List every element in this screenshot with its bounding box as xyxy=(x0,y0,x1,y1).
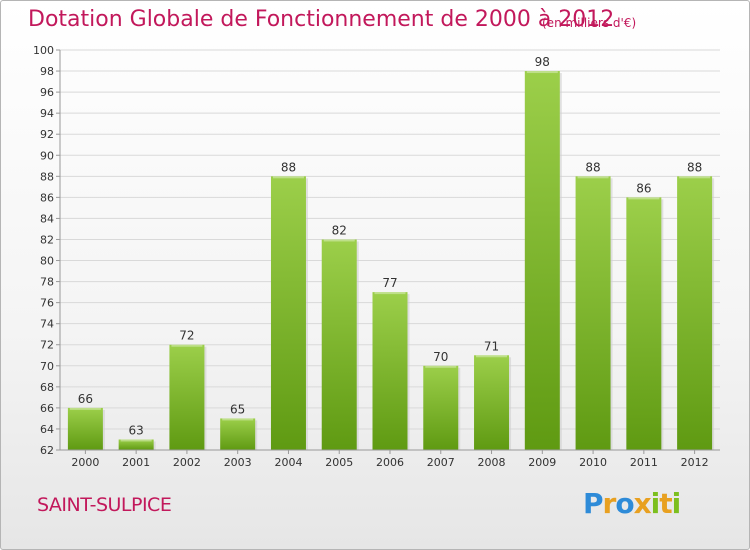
unit-note: (en milliers d'€) xyxy=(542,16,637,30)
bar-value-label: 70 xyxy=(433,350,448,364)
bar xyxy=(423,365,459,450)
logo-letter: x xyxy=(633,487,652,520)
bar xyxy=(524,71,560,450)
x-tick-label: 2008 xyxy=(478,456,506,469)
y-tick-label: 86 xyxy=(40,191,54,204)
y-tick-label: 92 xyxy=(40,128,54,141)
x-tick-label: 2003 xyxy=(224,456,252,469)
bar-highlight xyxy=(628,197,660,200)
x-tick-label: 2010 xyxy=(579,456,607,469)
y-tick-label: 80 xyxy=(40,255,54,268)
x-tick-label: 2007 xyxy=(427,456,455,469)
y-tick-label: 66 xyxy=(40,402,54,415)
bar-value-label: 66 xyxy=(78,392,93,406)
bars: 66 63 72 65 88 82 77 70 71 98 88 86 88 xyxy=(67,55,715,450)
bar-highlight xyxy=(69,407,101,410)
x-tick-label: 2012 xyxy=(681,456,709,469)
x-tick-label: 2001 xyxy=(122,456,150,469)
bar xyxy=(575,176,611,450)
y-tick-label: 62 xyxy=(40,444,54,457)
bar xyxy=(169,344,205,450)
bar-value-label: 88 xyxy=(687,160,702,174)
bar-highlight xyxy=(577,176,609,179)
bar-highlight xyxy=(222,418,254,421)
y-tick-label: 78 xyxy=(40,276,54,289)
bar-highlight xyxy=(171,344,203,347)
x-tick-label: 2002 xyxy=(173,456,201,469)
logo-letter: i xyxy=(671,487,682,520)
logo-letter: t xyxy=(659,487,672,520)
y-tick-label: 72 xyxy=(40,339,54,352)
y-tick-label: 100 xyxy=(33,44,54,57)
bar-value-label: 88 xyxy=(281,160,296,174)
bar-value-label: 65 xyxy=(230,402,245,416)
x-tick-label: 2000 xyxy=(71,456,99,469)
x-tick-label: 2005 xyxy=(325,456,353,469)
bar xyxy=(321,239,357,450)
y-tick-label: 64 xyxy=(40,423,54,436)
bar-value-label: 77 xyxy=(382,276,397,290)
logo-letter: i xyxy=(650,487,661,520)
bar-highlight xyxy=(476,355,508,358)
bar-highlight xyxy=(425,365,457,368)
bar-highlight xyxy=(272,176,304,179)
y-tick-label: 74 xyxy=(40,318,54,331)
x-tick-label: 2006 xyxy=(376,456,404,469)
place-name: SAINT-SULPICE xyxy=(37,494,172,516)
x-tick-label: 2009 xyxy=(528,456,556,469)
bar-highlight xyxy=(526,71,558,74)
bar-highlight xyxy=(323,239,355,242)
bar xyxy=(220,418,256,450)
bar xyxy=(474,355,510,450)
bar xyxy=(67,407,103,450)
x-tick-label: 2011 xyxy=(630,456,658,469)
y-tick-label: 88 xyxy=(40,170,54,183)
bar xyxy=(626,197,662,450)
y-tick-label: 94 xyxy=(40,107,54,120)
bar xyxy=(372,292,408,450)
logo-letter: o xyxy=(615,487,634,520)
bar-value-label: 72 xyxy=(179,329,194,343)
bar-highlight xyxy=(679,176,711,179)
y-tick-label: 84 xyxy=(40,212,54,225)
y-tick-label: 68 xyxy=(40,381,54,394)
y-tick-label: 70 xyxy=(40,360,54,373)
bar-highlight xyxy=(120,439,152,442)
axes: 62 64 66 68 70 72 74 76 78 80 82 84 86 88 90 92 94 96 98 10… xyxy=(33,44,720,469)
bar xyxy=(118,439,154,450)
bar-value-label: 71 xyxy=(484,339,499,353)
bar-value-label: 98 xyxy=(535,55,550,69)
y-tick-label: 98 xyxy=(40,65,54,78)
y-tick-label: 96 xyxy=(40,86,54,99)
x-tick-label: 2004 xyxy=(274,456,302,469)
proxiti-logo: Proxiti xyxy=(583,487,682,520)
logo-letter: r xyxy=(602,487,617,520)
bar-highlight xyxy=(374,292,406,295)
bar-value-label: 63 xyxy=(129,423,144,437)
chart-title: Dotation Globale de Fonctionnement de 20… xyxy=(28,7,615,32)
y-tick-label: 82 xyxy=(40,233,54,246)
bar-value-label: 86 xyxy=(636,181,651,195)
y-tick-label: 76 xyxy=(40,297,54,310)
bar-value-label: 82 xyxy=(332,223,347,237)
bar-value-label: 88 xyxy=(585,160,600,174)
logo-letter: P xyxy=(583,487,604,520)
bar xyxy=(677,176,713,450)
y-tick-label: 90 xyxy=(40,149,54,162)
bar xyxy=(270,176,306,450)
